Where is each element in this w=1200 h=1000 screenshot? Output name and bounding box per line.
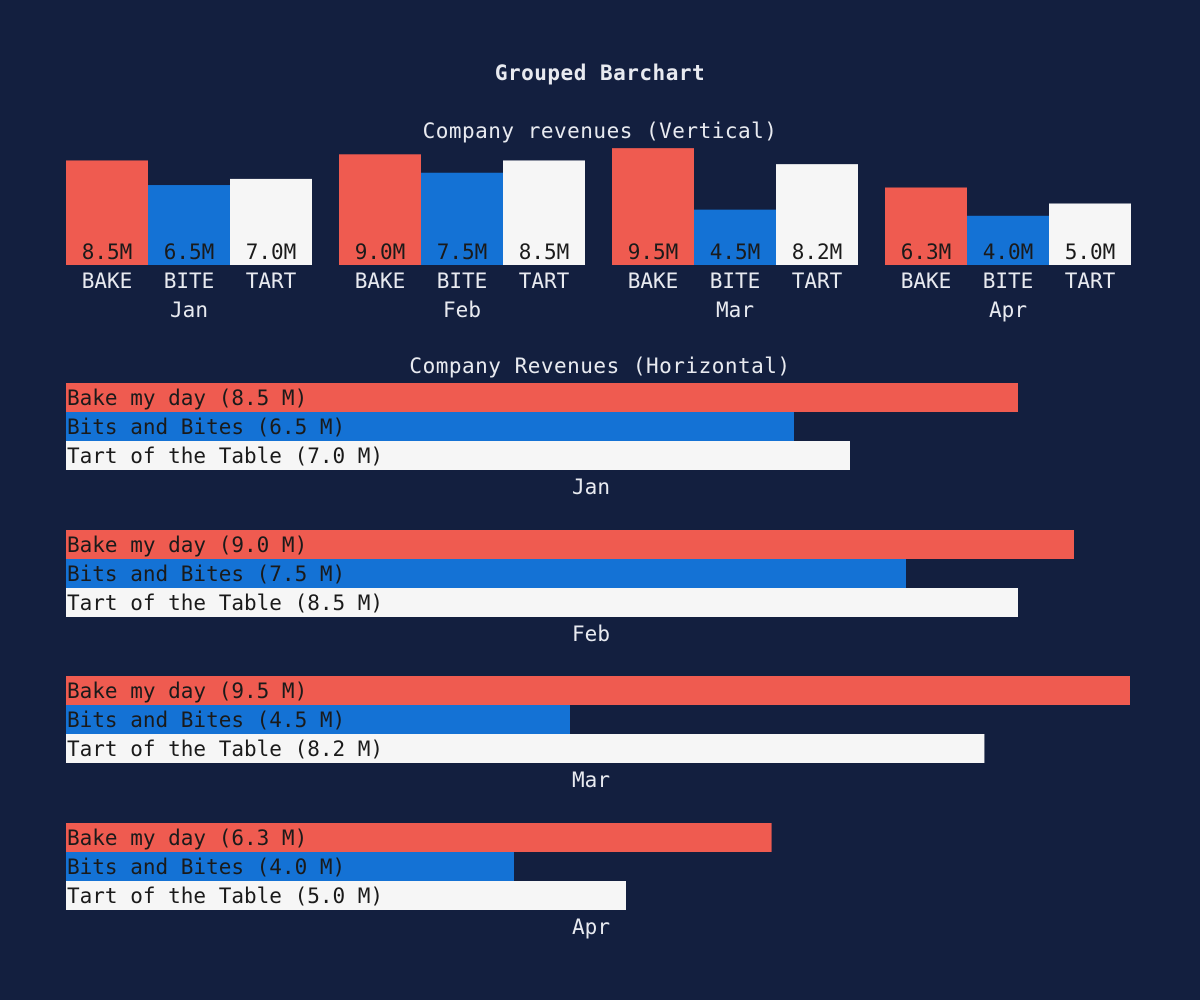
bar-bake-apr bbox=[885, 187, 967, 265]
hbar-label: Bits and Bites (7.5 M) bbox=[67, 562, 345, 586]
category-label-jan: Jan bbox=[170, 298, 208, 322]
bar-tart-mar bbox=[776, 164, 858, 265]
bar-value-label: 8.5M bbox=[82, 240, 133, 264]
hcategory-label-jan: Jan bbox=[572, 475, 610, 499]
category-label-feb: Feb bbox=[443, 298, 481, 322]
bar-bake-feb bbox=[339, 154, 421, 265]
series-tick-label: BITE bbox=[983, 269, 1034, 293]
hbar-label: Bits and Bites (4.0 M) bbox=[67, 855, 345, 879]
bar-value-label: 4.0M bbox=[983, 240, 1034, 264]
series-tick-label: BAKE bbox=[82, 269, 133, 293]
bar-value-label: 6.3M bbox=[901, 240, 952, 264]
bar-tart-jan bbox=[230, 178, 312, 265]
hbar-label: Tart of the Table (7.0 M) bbox=[67, 444, 383, 468]
hcategory-label-apr: Apr bbox=[572, 915, 610, 939]
bar-value-label: 9.0M bbox=[355, 240, 406, 264]
bar-value-label: 5.0M bbox=[1065, 240, 1116, 264]
series-tick-label: TART bbox=[519, 269, 570, 293]
bar-value-label: 7.5M bbox=[437, 240, 488, 264]
hbar-bits-and-bites-mar bbox=[66, 705, 570, 734]
series-tick-label: BITE bbox=[437, 269, 488, 293]
hbar-label: Tart of the Table (8.2 M) bbox=[67, 737, 383, 761]
series-tick-label: TART bbox=[246, 269, 297, 293]
series-tick-label: BAKE bbox=[628, 269, 679, 293]
hbar-tart-of-the-table-jan bbox=[66, 441, 850, 470]
hbar-label: Tart of the Table (5.0 M) bbox=[67, 884, 383, 908]
bar-tart-apr bbox=[1049, 203, 1131, 265]
hbar-bits-and-bites-apr bbox=[66, 852, 514, 881]
hbar-tart-of-the-table-mar bbox=[66, 734, 985, 763]
hbar-label: Bake my day (6.3 M) bbox=[67, 826, 307, 850]
bar-tart-feb bbox=[503, 160, 585, 265]
bar-bite-feb bbox=[421, 172, 503, 265]
hbar-label: Tart of the Table (8.5 M) bbox=[67, 591, 383, 615]
vertical-chart-title: Company revenues (Vertical) bbox=[422, 119, 778, 143]
bar-value-label: 6.5M bbox=[164, 240, 215, 264]
bar-value-label: 9.5M bbox=[628, 240, 679, 264]
bar-value-label: 8.5M bbox=[519, 240, 570, 264]
bar-bite-apr bbox=[967, 215, 1049, 265]
hbar-tart-of-the-table-feb bbox=[66, 588, 1018, 617]
bar-bake-jan bbox=[66, 160, 148, 265]
series-tick-label: TART bbox=[1065, 269, 1116, 293]
bar-bake-mar bbox=[612, 148, 694, 265]
series-tick-label: BAKE bbox=[355, 269, 406, 293]
hcategory-label-mar: Mar bbox=[572, 768, 610, 792]
bar-bite-jan bbox=[148, 185, 230, 265]
hbar-bake-my-day-mar bbox=[66, 676, 1130, 705]
hbar-bits-and-bites-jan bbox=[66, 412, 794, 441]
hbar-label: Bake my day (9.0 M) bbox=[67, 533, 307, 557]
hbar-bake-my-day-jan bbox=[66, 383, 1018, 412]
chart-title: Grouped Barchart bbox=[494, 61, 706, 85]
category-label-mar: Mar bbox=[716, 298, 754, 322]
bar-value-label: 8.2M bbox=[792, 240, 843, 264]
bar-bite-mar bbox=[694, 209, 776, 265]
bar-value-label: 4.5M bbox=[710, 240, 761, 264]
series-tick-label: BAKE bbox=[901, 269, 952, 293]
series-tick-label: BITE bbox=[164, 269, 215, 293]
horizontal-chart-title: Company Revenues (Horizontal) bbox=[409, 354, 791, 378]
hbar-label: Bits and Bites (6.5 M) bbox=[67, 415, 345, 439]
hbar-tart-of-the-table-apr bbox=[66, 881, 626, 910]
hbar-bits-and-bites-feb bbox=[66, 559, 906, 588]
hbar-label: Bake my day (9.5 M) bbox=[67, 679, 307, 703]
hbar-label: Bits and Bites (4.5 M) bbox=[67, 708, 345, 732]
vertical-bar-chart: 8.5M BAKE 6.5M BITE 7.0M TART Jan 9.0M BAKE 7.5M B… bbox=[66, 148, 1131, 322]
hbar-bake-my-day-feb bbox=[66, 530, 1074, 559]
series-tick-label: TART bbox=[792, 269, 843, 293]
hcategory-label-feb: Feb bbox=[572, 622, 610, 646]
hbar-label: Bake my day (8.5 M) bbox=[67, 386, 307, 410]
bar-value-label: 7.0M bbox=[246, 240, 297, 264]
category-label-apr: Apr bbox=[989, 298, 1027, 322]
hbar-bake-my-day-apr bbox=[66, 823, 772, 852]
series-tick-label: BITE bbox=[710, 269, 761, 293]
